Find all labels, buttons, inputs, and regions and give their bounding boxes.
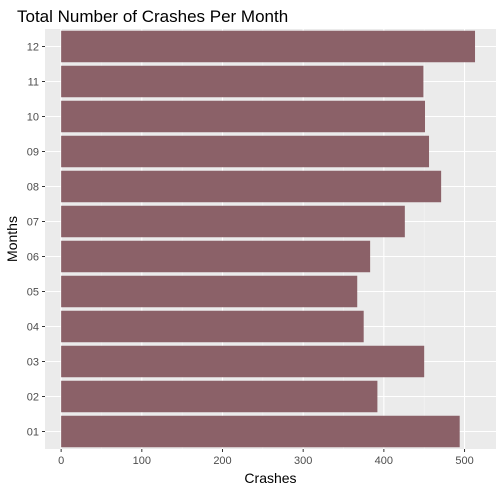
x-axis-title: Crashes — [244, 470, 296, 486]
bar-month-04 — [61, 310, 364, 343]
bar-month-01 — [61, 415, 460, 448]
y-tick-label: 03 — [27, 357, 39, 369]
y-tick-label: 12 — [27, 42, 39, 54]
y-tick-label: 08 — [27, 182, 39, 194]
bar-month-07 — [61, 205, 405, 238]
bar-month-12 — [61, 30, 476, 63]
x-tick-label: 100 — [133, 455, 151, 467]
x-tick-label: 200 — [213, 455, 231, 467]
bar-month-03 — [61, 345, 425, 378]
bar-month-09 — [61, 135, 430, 168]
x-axis-ticks: 0 100 200 300 400 500 — [58, 449, 474, 467]
y-tick-label: 09 — [27, 147, 39, 159]
plot-panel — [45, 29, 496, 449]
bar-month-02 — [61, 380, 378, 413]
y-axis-title: Months — [4, 216, 20, 262]
y-tick-label: 02 — [27, 392, 39, 404]
bars — [61, 30, 476, 448]
bar-month-10 — [61, 100, 426, 133]
bar-month-05 — [61, 275, 358, 308]
bar-month-08 — [61, 170, 442, 203]
chart-title: Total Number of Crashes Per Month — [17, 7, 288, 26]
y-tick-label: 05 — [27, 287, 39, 299]
x-tick-label: 500 — [455, 455, 473, 467]
bar-month-06 — [61, 240, 371, 273]
x-tick-label: 0 — [58, 455, 64, 467]
x-tick-label: 400 — [375, 455, 393, 467]
bar-month-11 — [61, 65, 424, 98]
y-tick-label: 04 — [27, 322, 39, 334]
x-tick-label: 300 — [294, 455, 312, 467]
y-tick-label: 10 — [27, 112, 39, 124]
y-tick-label: 11 — [28, 77, 39, 89]
y-tick-label: 01 — [27, 427, 39, 439]
y-axis-ticks: 01 02 03 04 05 06 07 08 09 10 11 12 — [27, 42, 45, 439]
y-tick-label: 07 — [27, 217, 39, 229]
y-tick-label: 06 — [27, 252, 39, 264]
